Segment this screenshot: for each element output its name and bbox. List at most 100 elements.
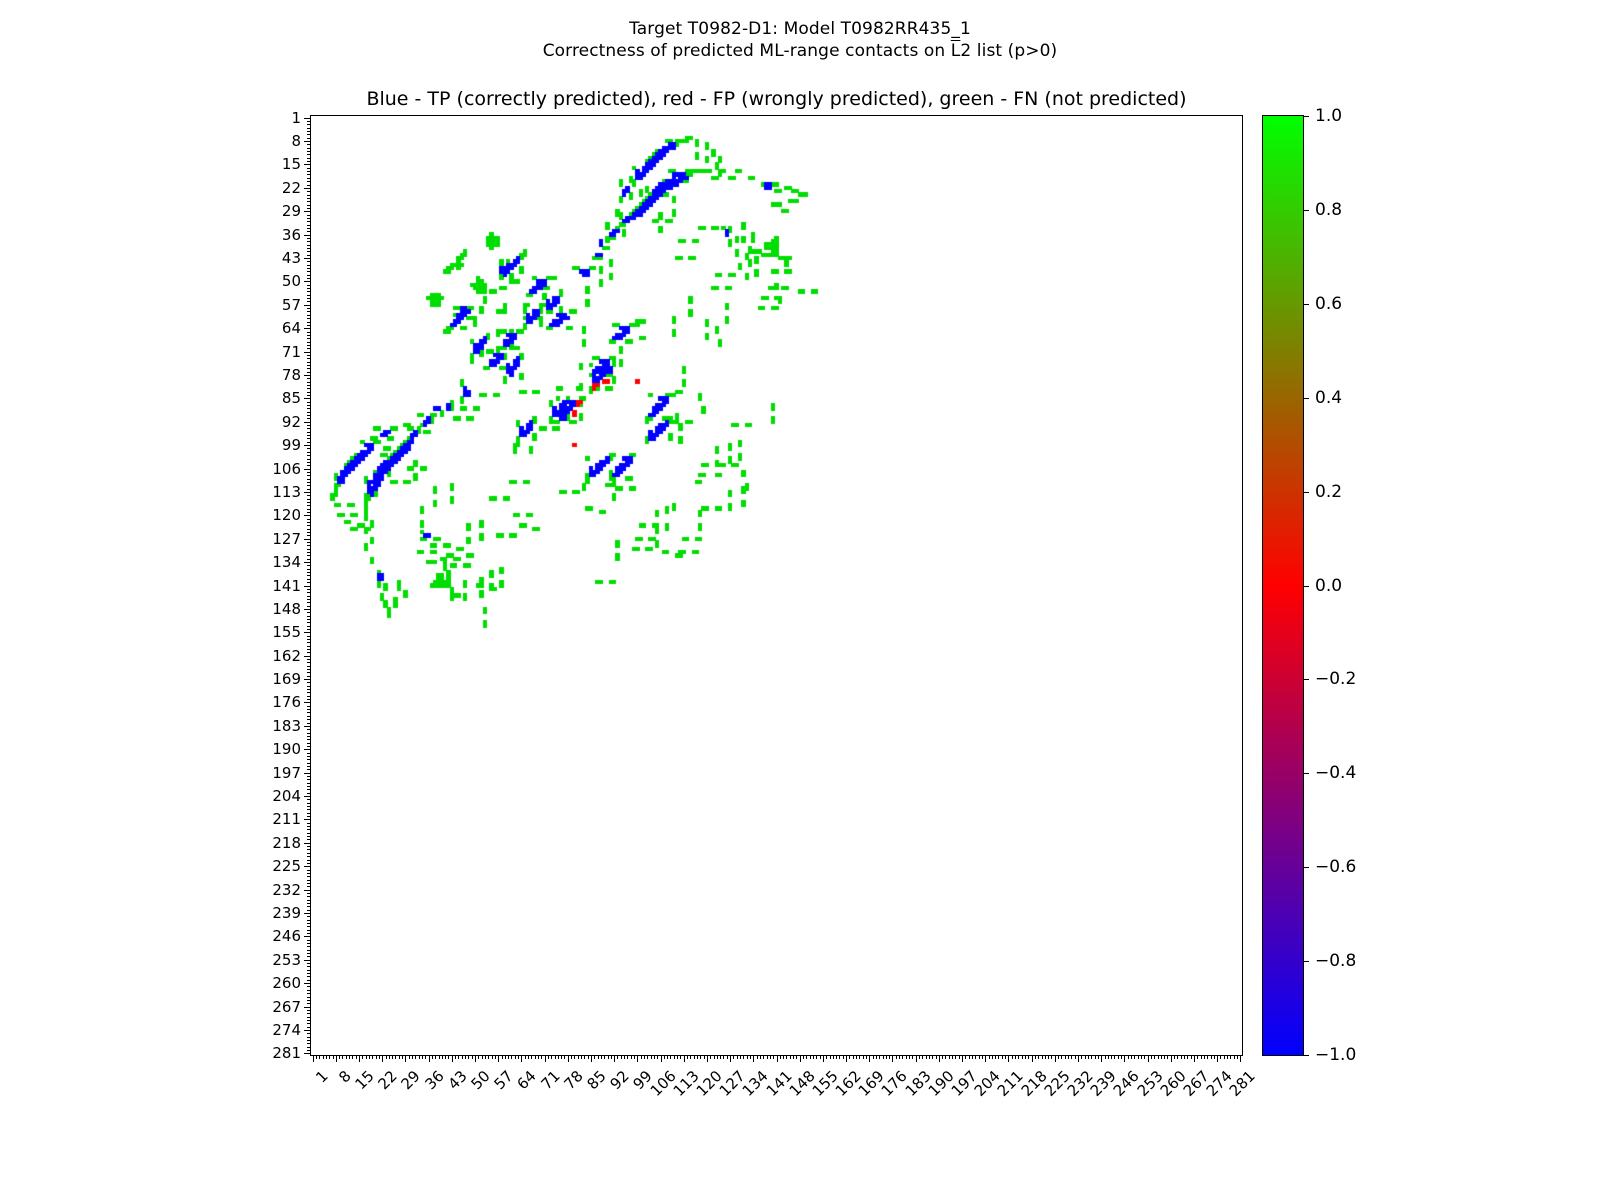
colorbar-tick [1303,491,1309,493]
y-tick-minor [307,1019,311,1021]
y-tick-minor [307,264,311,266]
y-tick-minor [307,993,311,995]
y-tick-minor [307,224,311,226]
y-tick-major [304,772,311,774]
x-tick-major [1240,1055,1242,1062]
y-tick-minor [307,401,311,403]
x-tick-minor [554,1055,556,1059]
colorbar-tick [1303,867,1309,869]
x-tick-minor [948,1055,950,1059]
x-tick-minor [763,1055,765,1059]
y-tick-minor [307,475,311,477]
y-tick-minor [307,157,311,159]
y-tick-minor [307,448,311,450]
x-tick-minor [564,1055,566,1059]
y-tick-minor [307,966,311,968]
y-tick-major [304,866,311,868]
y-tick-minor [307,755,311,757]
y-tick-label: 78 [281,365,301,384]
y-tick-minor [307,742,311,744]
x-tick-minor [793,1055,795,1059]
x-tick-minor [779,1055,781,1059]
y-tick-minor [307,294,311,296]
x-tick-minor [1024,1055,1026,1059]
x-tick-minor [604,1055,606,1059]
y-tick-minor [307,933,311,935]
y-tick-minor [307,147,311,149]
x-tick-minor [769,1055,771,1059]
y-tick-minor [307,638,311,640]
y-tick-label: 64 [281,319,301,338]
y-tick-minor [307,886,311,888]
x-tick-minor [720,1055,722,1059]
y-tick-minor [307,809,311,811]
y-tick-major [304,117,311,119]
y-tick-minor [307,221,311,223]
x-tick-minor [518,1055,520,1059]
y-tick-minor [307,986,311,988]
y-tick-label: 113 [272,482,301,501]
colorbar-tick-label: −0.2 [1315,669,1357,690]
x-tick-minor [617,1055,619,1059]
y-tick-major [304,959,311,961]
y-tick-minor [307,879,311,881]
x-tick-major [1147,1055,1149,1062]
y-tick-minor [307,812,311,814]
y-tick-minor [307,989,311,991]
y-tick-minor [307,949,311,951]
y-tick-major [304,585,311,587]
y-tick-major [304,445,311,447]
y-tick-minor [307,214,311,216]
x-tick-minor [372,1055,374,1059]
x-tick-minor [1134,1055,1136,1059]
x-tick-minor [1227,1055,1229,1059]
y-tick-minor [307,528,311,530]
y-tick-major [304,632,311,634]
y-tick-label: 15 [281,155,301,174]
x-tick-minor [630,1055,632,1059]
y-tick-major [304,1053,311,1055]
x-tick-minor [624,1055,626,1059]
y-tick-minor [307,441,311,443]
y-tick-minor [307,876,311,878]
x-tick-minor [899,1055,901,1059]
x-tick-minor [461,1055,463,1059]
y-tick-major [304,608,311,610]
x-tick-minor [1174,1055,1176,1059]
x-tick-minor [673,1055,675,1059]
y-tick-minor [307,775,311,777]
y-tick-minor [307,161,311,163]
y-tick-minor [307,308,311,310]
y-tick-minor [307,715,311,717]
x-tick-minor [491,1055,493,1059]
y-tick-major [304,936,311,938]
x-tick-minor [325,1055,327,1059]
y-tick-minor [307,762,311,764]
y-tick-label: 162 [272,646,301,665]
contact-map-axes[interactable]: 1 8 15 22 29 36 43 50 57 64 71 78 85 92 99 106 113 120 127… [272,109,1259,1100]
y-tick-minor [307,217,311,219]
y-tick-minor [307,274,311,276]
y-tick-minor [307,705,311,707]
x-tick-minor [1184,1055,1186,1059]
y-tick-label: 274 [272,1020,301,1039]
x-tick-minor [859,1055,861,1059]
y-tick-minor [307,174,311,176]
x-tick-major [614,1055,616,1062]
colorbar[interactable]: 1.0 0.8 0.6 0.4 0.2 0.0 −0.2 −0.4 −0.6 −0.8 −1.0 [1262,106,1356,1065]
x-tick-minor [856,1055,858,1059]
y-tick-minor [307,438,311,440]
x-tick-minor [501,1055,503,1059]
contact-map-plot[interactable] [311,116,1242,1055]
y-tick-minor [307,602,311,604]
x-tick-minor [849,1055,851,1059]
x-tick-major [1031,1055,1033,1062]
x-tick-minor [581,1055,583,1059]
y-tick-label: 120 [272,506,301,525]
x-tick-minor [465,1055,467,1059]
x-tick-major [915,1055,917,1062]
y-tick-minor [307,1013,311,1015]
x-tick-major [730,1055,732,1062]
x-tick-minor [696,1055,698,1059]
